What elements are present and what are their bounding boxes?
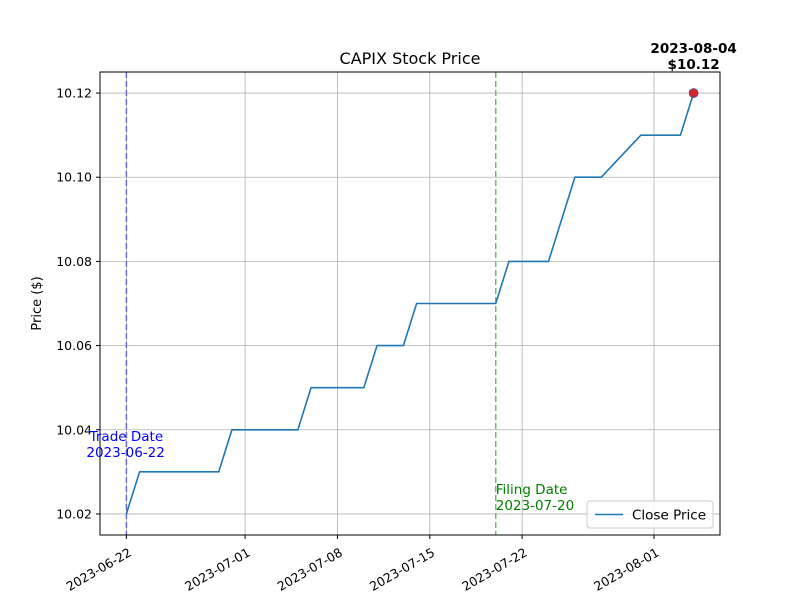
x-tick-label: 2023-07-22: [459, 545, 529, 594]
marker-layer: [688, 88, 699, 98]
plot-frame: [99, 71, 721, 536]
filing-date-label: Filing Date: [496, 482, 568, 498]
reference-lines: [125, 72, 497, 535]
x-axis-ticks: 2023-06-22 2023-07-01 2023-07-08 2023-07-15…: [63, 535, 662, 594]
x-tick-label: 2023-07-15: [367, 545, 437, 594]
last-price-marker: [688, 88, 699, 98]
y-axis-label: Price ($): [30, 276, 45, 330]
series-layer: [125, 92, 695, 515]
trade-date-label: Trade Date: [89, 429, 164, 445]
y-tick-label: 10.08: [56, 254, 92, 269]
trade-date-value: 2023-06-22: [86, 445, 164, 461]
y-tick-label: 10.02: [56, 506, 92, 521]
y-tick-label: 10.10: [56, 170, 92, 185]
chart-title: CAPIX Stock Price: [340, 49, 481, 68]
x-tick-label: 2023-06-22: [63, 545, 133, 594]
last-point-date: 2023-08-04: [650, 41, 736, 57]
legend-label-close-price: Close Price: [632, 508, 706, 524]
filing-date-value: 2023-07-20: [496, 498, 574, 514]
x-tick-label: 2023-07-08: [275, 545, 345, 594]
series-line-close-price: [125, 92, 695, 515]
y-tick-label: 10.12: [56, 86, 92, 101]
y-tick-label: 10.06: [56, 338, 92, 353]
legend-box: [586, 500, 714, 529]
legend: Close Price: [586, 500, 714, 529]
last-point-price: $10.12: [668, 57, 720, 73]
x-tick-label: 2023-07-01: [182, 545, 252, 594]
x-tick-label: 2023-08-01: [591, 545, 661, 594]
y-tick-label: 10.04: [56, 422, 92, 437]
grid-lines: [100, 72, 720, 535]
y-axis-ticks: 10.02 10.04 10.06 10.08 10.10 10.12: [56, 86, 100, 521]
